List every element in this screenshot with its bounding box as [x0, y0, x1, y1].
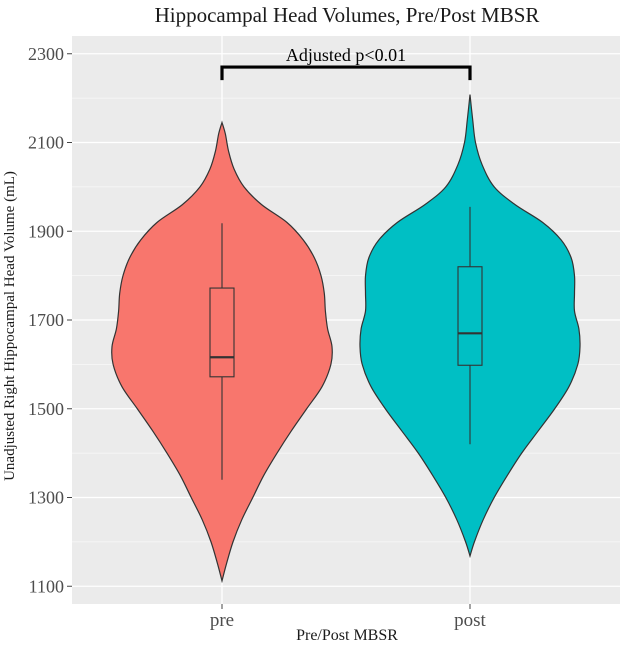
y-tick-label: 1700: [28, 310, 64, 330]
x-axis-ticks: pre post: [210, 604, 487, 631]
box-iqr: [209, 287, 235, 378]
x-tick-label-pre: pre: [210, 610, 234, 631]
y-tick-label: 1900: [28, 221, 64, 241]
boxplot-post: [457, 206, 483, 445]
significance-label: Adjusted p<0.01: [286, 45, 406, 65]
boxplot-pre: [209, 223, 235, 480]
y-axis-label: Unadjusted Right Hippocampal Head Volume…: [2, 171, 18, 481]
chart-title: Hippocampal Head Volumes, Pre/Post MBSR: [155, 3, 540, 27]
y-tick-label: 1100: [29, 576, 64, 596]
y-axis-ticks: 1100 1300 1500 1700 1900 2100 2300: [28, 44, 72, 596]
y-tick-label: 2100: [28, 133, 64, 153]
y-tick-label: 1500: [28, 399, 64, 419]
x-axis-label: Pre/Post MBSR: [296, 627, 398, 644]
significance-annotation: Adjusted p<0.01: [220, 45, 472, 81]
significance-bracket: [220, 65, 472, 81]
boxplots: [209, 206, 483, 480]
y-tick-label: 2300: [28, 44, 64, 64]
box-iqr: [457, 266, 483, 366]
y-tick-label: 1300: [28, 488, 64, 508]
x-tick-label-post: post: [454, 610, 486, 631]
